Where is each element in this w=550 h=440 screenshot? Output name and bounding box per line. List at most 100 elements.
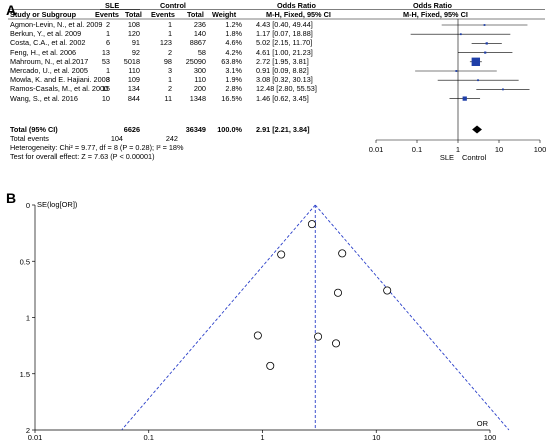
weight: 16.5% xyxy=(221,93,242,103)
funnel-x-tick-label: 0.01 xyxy=(28,433,43,440)
study-name: Ramos-Casals, M., et al. 2000 xyxy=(10,84,109,94)
sle-events: 13 xyxy=(101,47,110,57)
sle-events: 6 xyxy=(105,38,110,48)
study-square xyxy=(483,24,486,26)
weight: 1.9% xyxy=(225,75,242,85)
or-ci: 12.48 [2.80, 55.53] xyxy=(256,84,317,94)
study-square xyxy=(455,70,458,72)
pooled-diamond xyxy=(472,125,482,134)
weight: 3.1% xyxy=(225,66,242,75)
control-total: 1348 xyxy=(189,93,206,103)
sle-events: 15 xyxy=(101,84,110,94)
total-sle: 6626 xyxy=(123,125,140,134)
total-events-sle: 104 xyxy=(110,134,123,143)
funnel-study-point xyxy=(333,288,342,297)
weight: 1.2% xyxy=(225,20,242,29)
study-column-header: Study or Subgroup xyxy=(10,10,77,19)
weight: 63.8% xyxy=(221,56,242,66)
study-name: Mahroum, N., et al.2017 xyxy=(10,56,89,66)
group-sle-label: SLE xyxy=(105,1,120,10)
control-events: 2 xyxy=(167,47,172,57)
control-events: 123 xyxy=(159,38,172,48)
forest-x-tick-label: 0.1 xyxy=(412,145,422,154)
or-ci: 1.17 [0.07, 18.88] xyxy=(256,29,313,39)
sle-events: 10 xyxy=(101,93,110,103)
control-total: 300 xyxy=(193,66,206,75)
total-or-ci: 2.91 [2.21, 3.84] xyxy=(256,125,310,134)
control-events: 11 xyxy=(164,93,172,103)
forest-x-tick-label: 100 xyxy=(534,145,547,154)
weight: 1.8% xyxy=(225,29,242,39)
funnel-y-tick-label: 1 xyxy=(26,314,30,323)
or-ci: 4.43 [0.40, 49.44] xyxy=(256,20,313,29)
or-ci: 3.08 [0.32, 30.13] xyxy=(256,75,313,85)
or-ci: 1.46 [0.62, 3.45] xyxy=(256,93,309,103)
favours-left-label: SLE xyxy=(440,153,454,162)
sle-total: 109 xyxy=(127,75,140,85)
study-name: Feng, H., et al. 2006 xyxy=(10,47,77,57)
or-subheader: M-H, Fixed, 95% CI xyxy=(266,10,331,19)
panel-a-label: A xyxy=(6,2,17,18)
funnel-study-point xyxy=(338,249,347,258)
forest-x-tick-label: 10 xyxy=(495,145,503,154)
or-ci: 0.91 [0.09, 8.82] xyxy=(256,66,309,75)
funnel-x-tick-label: 1 xyxy=(260,433,264,440)
control-events: 98 xyxy=(163,56,172,66)
funnel-study-point xyxy=(332,339,341,348)
group-control-label: Control xyxy=(160,1,186,10)
study-name: Agmon-Levin, N., et al. 2009 xyxy=(10,20,103,29)
sle-total: 108 xyxy=(127,20,140,29)
total-weight: 100.0% xyxy=(217,125,242,134)
sle-total: 92 xyxy=(131,47,140,57)
sle-events: 1 xyxy=(105,29,110,39)
control-events: 2 xyxy=(167,84,172,94)
total-control: 36349 xyxy=(185,125,206,134)
weight-header: Weight xyxy=(212,10,237,19)
study-name: Costa, C.A., et al. 2002 xyxy=(10,38,86,48)
control-total: 25090 xyxy=(185,56,206,66)
or-column-title: Odds Ratio xyxy=(277,1,316,10)
or-ci: 5.02 [2.15, 11.70] xyxy=(256,38,313,48)
funnel-study-point xyxy=(277,250,286,259)
funnel-y-tick-label: 0 xyxy=(26,201,30,210)
control-total: 110 xyxy=(194,75,206,85)
control-total: 8867 xyxy=(189,38,206,48)
total2-header: Total xyxy=(187,10,204,19)
control-total: 200 xyxy=(193,84,206,94)
total-label: Total (95% CI) xyxy=(10,125,58,134)
control-total: 58 xyxy=(197,47,206,57)
study-name: Wang, S., et al. 2016 xyxy=(10,93,78,103)
funnel-study-point xyxy=(383,286,392,295)
weight: 4.2% xyxy=(225,47,242,57)
control-total: 140 xyxy=(193,29,206,39)
funnel-x-tick-label: 10 xyxy=(372,433,380,440)
control-events: 1 xyxy=(167,75,172,85)
study-name: Mowla, K. and E. Hajiani. 2008 xyxy=(10,75,110,85)
study-square xyxy=(471,57,481,66)
funnel-y-tick-label: 0.5 xyxy=(20,257,30,266)
or-ci: 2.72 [1.95, 3.81] xyxy=(256,56,309,66)
sle-total: 5018 xyxy=(123,56,140,66)
forest-x-tick-label: 1 xyxy=(456,145,460,154)
sle-events: 1 xyxy=(105,66,110,75)
funnel-right-limit xyxy=(314,204,510,431)
panel-b-label: B xyxy=(6,190,17,206)
sle-total: 120 xyxy=(127,29,140,39)
funnel-y-tick-label: 2 xyxy=(26,426,30,435)
funnel-x-axis-label: OR xyxy=(477,419,489,428)
funnel-study-point xyxy=(266,361,275,370)
funnel-x-tick-label: 0.1 xyxy=(144,433,154,440)
plot-subheader: M-H, Fixed, 95% CI xyxy=(403,10,468,19)
funnel-study-point xyxy=(307,220,316,229)
funnel-study-point xyxy=(253,331,262,340)
weight: 2.8% xyxy=(225,84,242,94)
sle-events: 53 xyxy=(101,56,110,66)
control-events: 3 xyxy=(167,66,172,75)
study-square xyxy=(462,96,467,101)
study-square xyxy=(485,42,488,45)
total-events-label: Total events xyxy=(10,134,49,143)
total-events-control: 242 xyxy=(165,134,178,143)
plot-column-title: Odds Ratio xyxy=(413,1,452,10)
total1-header: Total xyxy=(125,10,142,19)
